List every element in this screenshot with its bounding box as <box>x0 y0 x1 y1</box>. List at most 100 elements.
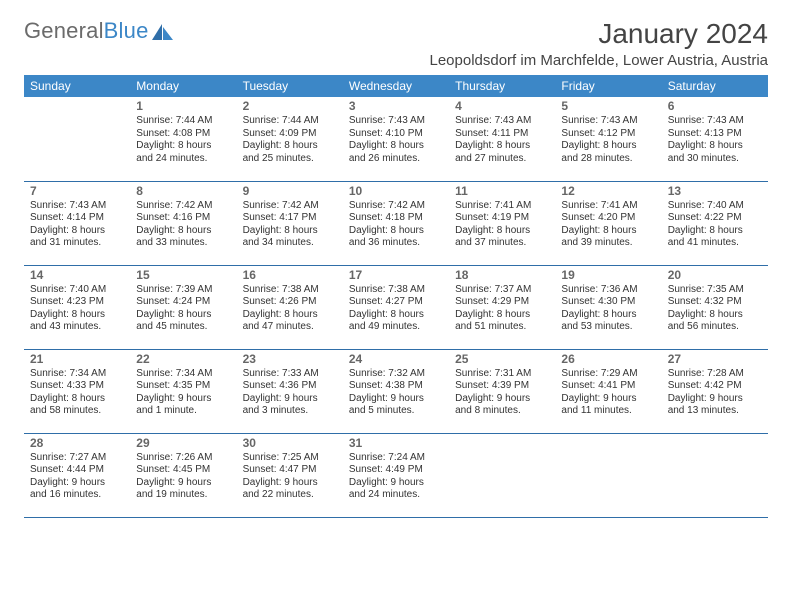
daylight-text: Daylight: 9 hours <box>455 393 549 406</box>
sunset-text: Sunset: 4:29 PM <box>455 296 549 309</box>
day-number: 16 <box>243 266 337 284</box>
day-number: 19 <box>561 266 655 284</box>
calendar-day-cell: 14Sunrise: 7:40 AMSunset: 4:23 PMDayligh… <box>24 265 130 349</box>
logo: GeneralBlue <box>24 18 174 44</box>
weekday-header: Tuesday <box>237 75 343 97</box>
sunset-text: Sunset: 4:44 PM <box>30 464 124 477</box>
sunset-text: Sunset: 4:47 PM <box>243 464 337 477</box>
sunset-text: Sunset: 4:13 PM <box>668 128 762 141</box>
location-subtitle: Leopoldsdorf im Marchfelde, Lower Austri… <box>429 52 768 69</box>
daylight-text: Daylight: 8 hours <box>243 140 337 153</box>
logo-text-part1: General <box>24 18 104 44</box>
daylight-text: Daylight: 9 hours <box>136 393 230 406</box>
daylight-text: and 41 minutes. <box>668 237 762 250</box>
day-number: 23 <box>243 350 337 368</box>
daylight-text: and 11 minutes. <box>561 405 655 418</box>
sunrise-text: Sunrise: 7:36 AM <box>561 284 655 297</box>
sunset-text: Sunset: 4:19 PM <box>455 212 549 225</box>
sunset-text: Sunset: 4:22 PM <box>668 212 762 225</box>
daylight-text: Daylight: 9 hours <box>349 477 443 490</box>
day-number: 4 <box>455 97 549 115</box>
calendar-header-row: SundayMondayTuesdayWednesdayThursdayFrid… <box>24 75 768 97</box>
calendar-day-cell: 2Sunrise: 7:44 AMSunset: 4:09 PMDaylight… <box>237 97 343 181</box>
title-block: January 2024 Leopoldsdorf im Marchfelde,… <box>429 18 768 69</box>
daylight-text: and 8 minutes. <box>455 405 549 418</box>
day-number: 15 <box>136 266 230 284</box>
daylight-text: Daylight: 8 hours <box>349 225 443 238</box>
sunrise-text: Sunrise: 7:31 AM <box>455 368 549 381</box>
day-number: 8 <box>136 182 230 200</box>
sunrise-text: Sunrise: 7:38 AM <box>349 284 443 297</box>
day-number: 24 <box>349 350 443 368</box>
sunrise-text: Sunrise: 7:44 AM <box>136 115 230 128</box>
daylight-text: Daylight: 9 hours <box>30 477 124 490</box>
weekday-header: Wednesday <box>343 75 449 97</box>
calendar-day-cell: 8Sunrise: 7:42 AMSunset: 4:16 PMDaylight… <box>130 181 236 265</box>
daylight-text: and 30 minutes. <box>668 153 762 166</box>
calendar-day-cell: 12Sunrise: 7:41 AMSunset: 4:20 PMDayligh… <box>555 181 661 265</box>
calendar-day-cell: 24Sunrise: 7:32 AMSunset: 4:38 PMDayligh… <box>343 349 449 433</box>
daylight-text: Daylight: 8 hours <box>30 309 124 322</box>
sunset-text: Sunset: 4:36 PM <box>243 380 337 393</box>
page-header: GeneralBlue January 2024 Leopoldsdorf im… <box>24 18 768 69</box>
sunrise-text: Sunrise: 7:43 AM <box>455 115 549 128</box>
daylight-text: and 24 minutes. <box>136 153 230 166</box>
sunrise-text: Sunrise: 7:40 AM <box>30 284 124 297</box>
sunrise-text: Sunrise: 7:43 AM <box>30 200 124 213</box>
sunset-text: Sunset: 4:20 PM <box>561 212 655 225</box>
calendar-day-cell: 4Sunrise: 7:43 AMSunset: 4:11 PMDaylight… <box>449 97 555 181</box>
daylight-text: and 36 minutes. <box>349 237 443 250</box>
calendar-day-cell <box>24 97 130 181</box>
day-number: 17 <box>349 266 443 284</box>
calendar-day-cell: 29Sunrise: 7:26 AMSunset: 4:45 PMDayligh… <box>130 433 236 517</box>
sunrise-text: Sunrise: 7:33 AM <box>243 368 337 381</box>
sunset-text: Sunset: 4:38 PM <box>349 380 443 393</box>
daylight-text: and 37 minutes. <box>455 237 549 250</box>
daylight-text: Daylight: 8 hours <box>349 309 443 322</box>
day-number: 20 <box>668 266 762 284</box>
sunset-text: Sunset: 4:27 PM <box>349 296 443 309</box>
sunset-text: Sunset: 4:18 PM <box>349 212 443 225</box>
sunset-text: Sunset: 4:10 PM <box>349 128 443 141</box>
daylight-text: and 3 minutes. <box>243 405 337 418</box>
daylight-text: Daylight: 8 hours <box>561 140 655 153</box>
calendar-week-row: 28Sunrise: 7:27 AMSunset: 4:44 PMDayligh… <box>24 433 768 517</box>
weekday-header: Friday <box>555 75 661 97</box>
sunrise-text: Sunrise: 7:43 AM <box>561 115 655 128</box>
calendar-day-cell: 3Sunrise: 7:43 AMSunset: 4:10 PMDaylight… <box>343 97 449 181</box>
sunset-text: Sunset: 4:23 PM <box>30 296 124 309</box>
daylight-text: and 13 minutes. <box>668 405 762 418</box>
daylight-text: Daylight: 9 hours <box>668 393 762 406</box>
day-number: 13 <box>668 182 762 200</box>
day-number: 31 <box>349 434 443 452</box>
daylight-text: Daylight: 9 hours <box>561 393 655 406</box>
daylight-text: Daylight: 9 hours <box>136 477 230 490</box>
calendar-day-cell: 21Sunrise: 7:34 AMSunset: 4:33 PMDayligh… <box>24 349 130 433</box>
calendar-week-row: 7Sunrise: 7:43 AMSunset: 4:14 PMDaylight… <box>24 181 768 265</box>
sunset-text: Sunset: 4:45 PM <box>136 464 230 477</box>
calendar-day-cell: 7Sunrise: 7:43 AMSunset: 4:14 PMDaylight… <box>24 181 130 265</box>
daylight-text: and 56 minutes. <box>668 321 762 334</box>
day-number: 22 <box>136 350 230 368</box>
daylight-text: and 5 minutes. <box>349 405 443 418</box>
calendar-day-cell <box>449 433 555 517</box>
sunset-text: Sunset: 4:33 PM <box>30 380 124 393</box>
calendar-page: GeneralBlue January 2024 Leopoldsdorf im… <box>0 0 792 528</box>
weekday-header: Saturday <box>662 75 768 97</box>
calendar-body: 1Sunrise: 7:44 AMSunset: 4:08 PMDaylight… <box>24 97 768 517</box>
sunrise-text: Sunrise: 7:32 AM <box>349 368 443 381</box>
day-number: 3 <box>349 97 443 115</box>
calendar-day-cell: 22Sunrise: 7:34 AMSunset: 4:35 PMDayligh… <box>130 349 236 433</box>
sunrise-text: Sunrise: 7:39 AM <box>136 284 230 297</box>
day-number: 6 <box>668 97 762 115</box>
daylight-text: Daylight: 8 hours <box>136 140 230 153</box>
daylight-text: Daylight: 8 hours <box>136 225 230 238</box>
sunset-text: Sunset: 4:08 PM <box>136 128 230 141</box>
sunrise-text: Sunrise: 7:24 AM <box>349 452 443 465</box>
daylight-text: and 24 minutes. <box>349 489 443 502</box>
sunset-text: Sunset: 4:42 PM <box>668 380 762 393</box>
sunset-text: Sunset: 4:49 PM <box>349 464 443 477</box>
daylight-text: and 47 minutes. <box>243 321 337 334</box>
day-number: 29 <box>136 434 230 452</box>
daylight-text: Daylight: 8 hours <box>668 309 762 322</box>
